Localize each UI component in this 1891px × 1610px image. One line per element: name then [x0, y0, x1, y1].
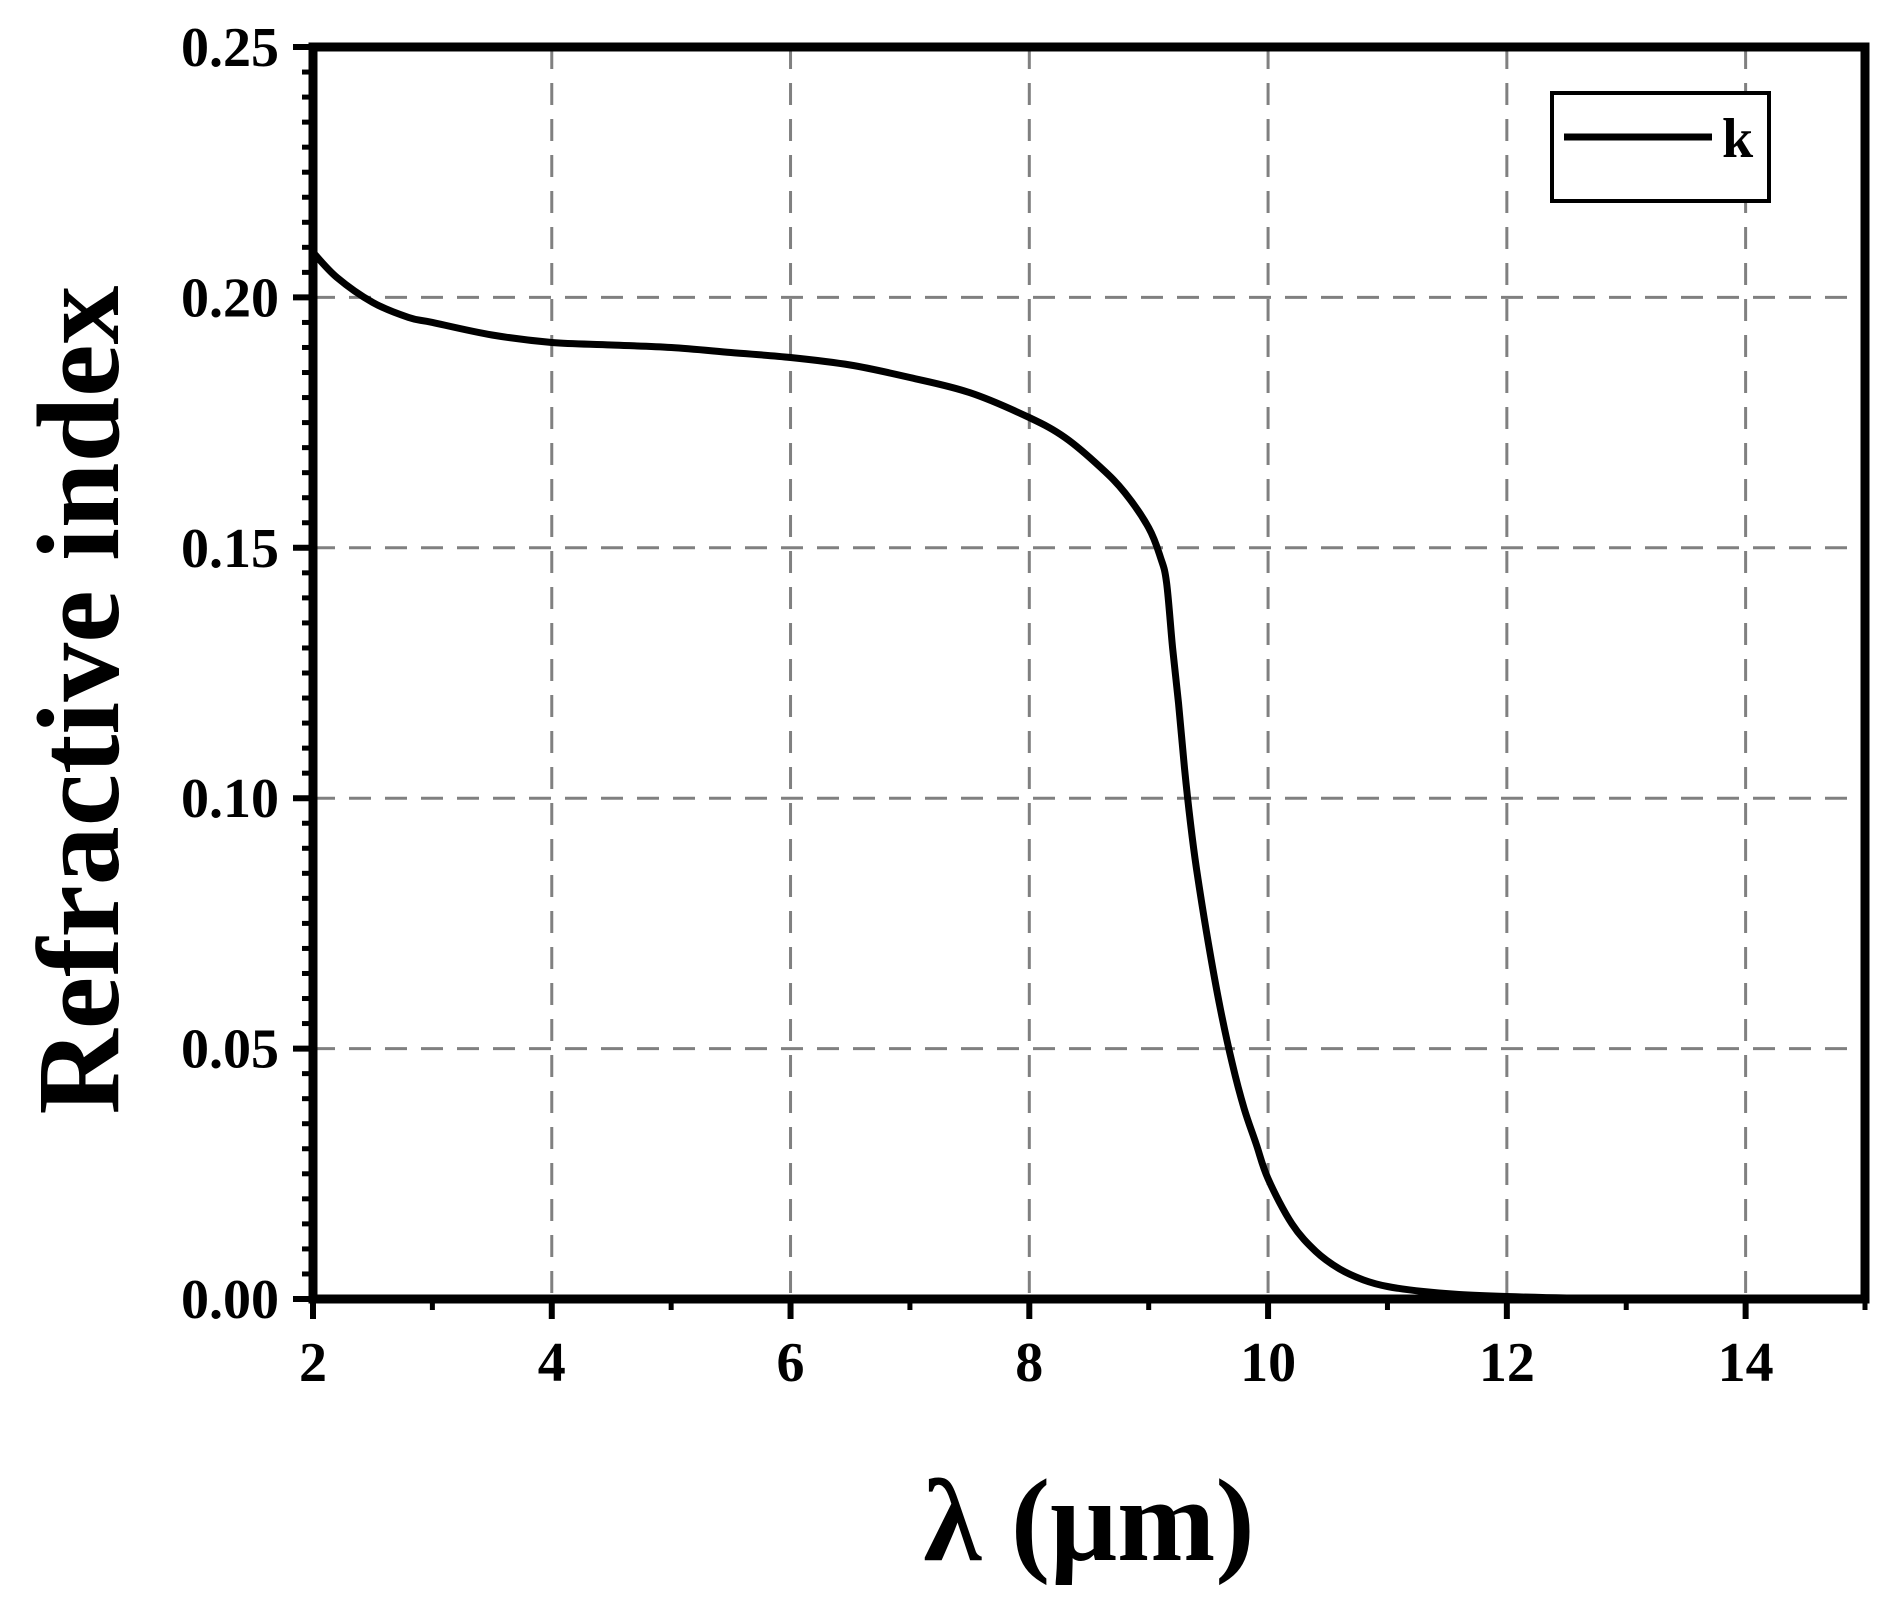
y-axis-label: Refractive index — [13, 286, 144, 1115]
y-tick-label: 0.20 — [181, 267, 279, 329]
x-tick-label: 8 — [1015, 1332, 1043, 1394]
x-tick-label: 10 — [1240, 1332, 1296, 1394]
y-tick-label: 0.15 — [181, 518, 279, 580]
y-tick-label: 0.10 — [181, 768, 279, 830]
tick-labels: 2 4 6 8 10 12 14 0.00 0.05 0.10 0.15 0.20 0.25 — [181, 17, 1774, 1394]
y-tick-label: 0.25 — [181, 17, 279, 79]
x-tick-label: 12 — [1479, 1332, 1535, 1394]
x-tick-label: 6 — [777, 1332, 805, 1394]
legend: k — [1550, 91, 1771, 203]
series-layer — [310, 249, 1686, 1303]
x-tick-label: 14 — [1718, 1332, 1774, 1394]
legend-box — [1550, 91, 1771, 203]
x-axis-label: λ (μm) — [923, 1455, 1254, 1586]
y-tick-label: 0.00 — [181, 1269, 279, 1331]
x-tick-label: 2 — [299, 1332, 327, 1394]
series-line-k — [310, 249, 1686, 1303]
y-tick-label: 0.05 — [181, 1019, 279, 1081]
x-tick-label: 4 — [538, 1332, 566, 1394]
legend-label: k — [1722, 108, 1754, 170]
plot-frame — [308, 42, 1870, 1304]
minor-ticks — [302, 69, 1868, 1310]
grid-lines — [313, 47, 1865, 1299]
major-ticks — [293, 44, 1749, 1319]
